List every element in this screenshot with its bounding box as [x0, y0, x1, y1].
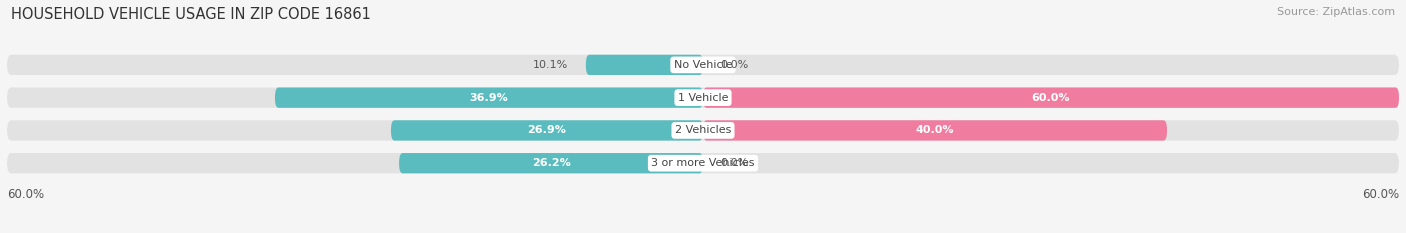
Text: No Vehicle: No Vehicle: [673, 60, 733, 70]
Text: 0.0%: 0.0%: [720, 158, 748, 168]
Text: 3 or more Vehicles: 3 or more Vehicles: [651, 158, 755, 168]
FancyBboxPatch shape: [703, 88, 1399, 108]
Text: Source: ZipAtlas.com: Source: ZipAtlas.com: [1277, 7, 1395, 17]
FancyBboxPatch shape: [276, 88, 703, 108]
FancyBboxPatch shape: [7, 88, 1399, 108]
Text: 36.9%: 36.9%: [470, 93, 509, 103]
FancyBboxPatch shape: [703, 120, 1167, 140]
Text: 40.0%: 40.0%: [915, 125, 955, 135]
FancyBboxPatch shape: [391, 120, 703, 140]
FancyBboxPatch shape: [399, 153, 703, 173]
Text: 60.0%: 60.0%: [1362, 188, 1399, 201]
Text: 26.2%: 26.2%: [531, 158, 571, 168]
Text: 1 Vehicle: 1 Vehicle: [678, 93, 728, 103]
Text: 60.0%: 60.0%: [1032, 93, 1070, 103]
Text: 2 Vehicles: 2 Vehicles: [675, 125, 731, 135]
Text: 0.0%: 0.0%: [720, 60, 748, 70]
FancyBboxPatch shape: [7, 120, 1399, 140]
Text: 60.0%: 60.0%: [7, 188, 44, 201]
FancyBboxPatch shape: [7, 55, 1399, 75]
Text: 26.9%: 26.9%: [527, 125, 567, 135]
Text: 10.1%: 10.1%: [533, 60, 568, 70]
FancyBboxPatch shape: [586, 55, 703, 75]
Text: HOUSEHOLD VEHICLE USAGE IN ZIP CODE 16861: HOUSEHOLD VEHICLE USAGE IN ZIP CODE 1686…: [11, 7, 371, 22]
FancyBboxPatch shape: [7, 153, 1399, 173]
